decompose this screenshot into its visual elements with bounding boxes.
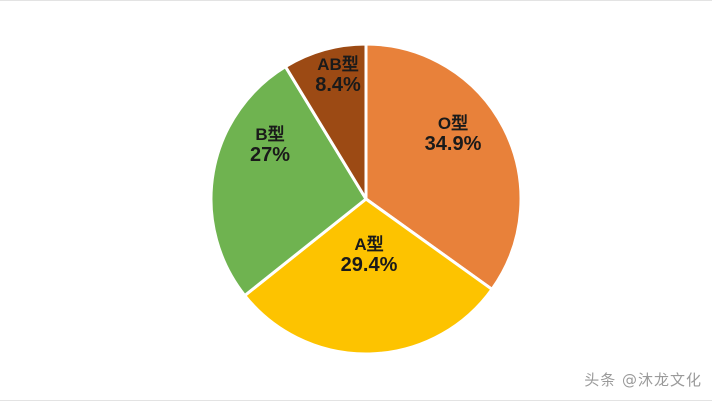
pie-slice-A型[interactable]: [243, 197, 494, 356]
pie-slices-group: [209, 42, 523, 356]
pie-slice-B型[interactable]: [209, 65, 368, 298]
watermark-text: 头条 @沐龙文化: [584, 371, 702, 389]
pie-slice-AB型[interactable]: [283, 42, 368, 201]
pie-slice-O型[interactable]: [364, 42, 523, 291]
top-divider: [0, 0, 712, 1]
